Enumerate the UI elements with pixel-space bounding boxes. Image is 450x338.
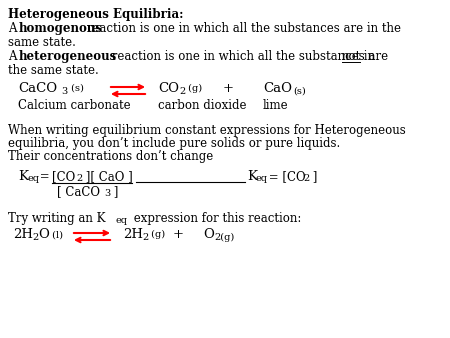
Text: (s): (s) — [293, 87, 306, 96]
Text: 2H: 2H — [123, 228, 143, 241]
Text: [ CaCO: [ CaCO — [57, 185, 100, 198]
Text: not: not — [342, 50, 361, 63]
Text: 2: 2 — [76, 174, 82, 183]
Text: +: + — [223, 82, 234, 95]
Text: 2: 2 — [142, 233, 148, 242]
Text: ]: ] — [309, 170, 317, 183]
Text: CaO: CaO — [263, 82, 292, 95]
Text: Heterogeneous Equilibria:: Heterogeneous Equilibria: — [8, 8, 184, 21]
Text: homogenous: homogenous — [19, 22, 103, 35]
Text: (g): (g) — [148, 230, 165, 239]
Text: reaction is one in which all the substances are in the: reaction is one in which all the substan… — [83, 22, 401, 35]
Text: ]: ] — [110, 185, 118, 198]
Text: K: K — [247, 170, 257, 183]
Text: [CO: [CO — [52, 170, 75, 183]
Text: in: in — [360, 50, 375, 63]
Text: 2: 2 — [179, 87, 185, 96]
Text: CO: CO — [158, 82, 179, 95]
Text: heterogeneous: heterogeneous — [19, 50, 117, 63]
Text: Their concentrations don’t change: Their concentrations don’t change — [8, 150, 213, 163]
Text: CaCO: CaCO — [18, 82, 57, 95]
Text: 2: 2 — [303, 174, 309, 183]
Text: eq: eq — [27, 174, 39, 183]
Text: 2: 2 — [32, 233, 38, 242]
Text: reaction is one in which all the substances are: reaction is one in which all the substan… — [108, 50, 392, 63]
Text: carbon dioxide: carbon dioxide — [158, 99, 247, 112]
Text: the same state.: the same state. — [8, 64, 99, 77]
Text: = [CO: = [CO — [265, 170, 306, 183]
Text: ][ CaO ]: ][ CaO ] — [82, 170, 133, 183]
Text: eq: eq — [116, 216, 128, 225]
Text: O: O — [203, 228, 214, 241]
Text: O: O — [38, 228, 49, 241]
Text: When writing equilibrium constant expressions for Heterogeneous: When writing equilibrium constant expres… — [8, 124, 406, 137]
Text: A: A — [8, 22, 20, 35]
Text: (l): (l) — [49, 231, 63, 240]
Text: expression for this reaction:: expression for this reaction: — [130, 212, 302, 225]
Text: 3: 3 — [104, 189, 110, 198]
Text: (g): (g) — [185, 84, 202, 93]
Text: 2(g): 2(g) — [214, 233, 234, 242]
Text: K: K — [18, 170, 28, 183]
Text: 2H: 2H — [13, 228, 33, 241]
Text: A: A — [8, 50, 20, 63]
Text: (s): (s) — [68, 84, 84, 93]
Text: equilibria, you don’t include pure solids or pure liquids.: equilibria, you don’t include pure solid… — [8, 137, 340, 150]
Text: Try writing an K: Try writing an K — [8, 212, 105, 225]
Text: 3: 3 — [61, 87, 67, 96]
Text: =: = — [36, 170, 54, 183]
Text: Calcium carbonate: Calcium carbonate — [18, 99, 130, 112]
Text: eq: eq — [256, 174, 268, 183]
Text: +: + — [173, 228, 184, 241]
Text: lime: lime — [263, 99, 288, 112]
Text: same state.: same state. — [8, 36, 76, 49]
